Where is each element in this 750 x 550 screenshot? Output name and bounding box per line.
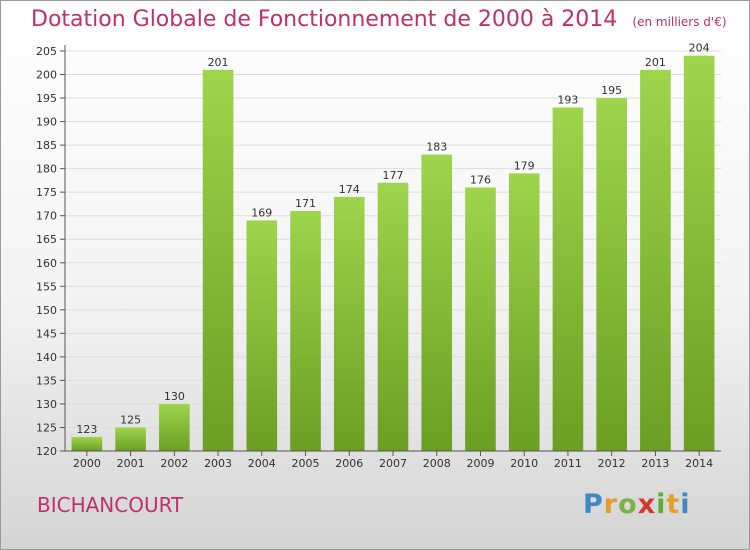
value-label: 123 xyxy=(76,423,97,436)
value-label: 174 xyxy=(339,183,360,196)
value-label: 195 xyxy=(601,84,622,97)
x-tick-label: 2007 xyxy=(379,457,407,470)
bar-2011 xyxy=(552,107,584,452)
bar-2009 xyxy=(465,187,496,451)
y-tick-label: 205 xyxy=(36,45,57,58)
y-tick-label: 190 xyxy=(36,116,57,129)
value-label: 171 xyxy=(295,197,316,210)
x-tick-label: 2013 xyxy=(641,457,669,470)
x-tick-label: 2000 xyxy=(73,457,101,470)
y-tick-label: 155 xyxy=(36,280,57,293)
value-label: 193 xyxy=(557,93,578,106)
bar-2006 xyxy=(333,196,365,451)
y-tick-label: 160 xyxy=(36,257,57,270)
x-tick-label: 2014 xyxy=(685,457,713,470)
y-tick-label: 125 xyxy=(36,421,57,434)
y-tick-label: 120 xyxy=(36,445,57,458)
axes: 120 125 130 135 140 145 150 155 160 165 170 175 180 1… xyxy=(36,45,721,470)
bar-2001 xyxy=(115,427,146,451)
bar-2008 xyxy=(421,154,453,451)
value-label: 183 xyxy=(426,141,447,154)
x-tick-label: 2011 xyxy=(554,457,582,470)
value-label: 179 xyxy=(514,159,535,172)
bar-2014 xyxy=(683,55,715,452)
bar-2007 xyxy=(377,182,409,451)
bar-2010 xyxy=(508,173,540,451)
y-tick-label: 145 xyxy=(36,327,57,340)
bar-2005 xyxy=(290,211,321,451)
x-tick-label: 2004 xyxy=(248,457,276,470)
bars: 123 125 130 201 169 171 174 177 183 176 179 193 195 2… xyxy=(71,42,715,452)
value-label: 176 xyxy=(470,173,491,186)
y-tick-label: 175 xyxy=(36,186,57,199)
town-name: BICHANCOURT xyxy=(37,493,184,517)
chart-title: Dotation Globale de Fonctionnement de 20… xyxy=(31,7,618,32)
x-tick-label: 2006 xyxy=(335,457,363,470)
x-tick-label: 2009 xyxy=(466,457,494,470)
bar-2000 xyxy=(71,436,103,451)
bar-2012 xyxy=(596,98,627,451)
x-tick-label: 2008 xyxy=(423,457,451,470)
x-tick-label: 2010 xyxy=(510,457,538,470)
x-tick-label: 2012 xyxy=(598,457,626,470)
value-label: 130 xyxy=(164,390,185,403)
bar-2013 xyxy=(640,69,671,451)
title-line: Dotation Globale de Fonctionnement de 20… xyxy=(31,7,727,32)
y-tick-label: 170 xyxy=(36,210,57,223)
value-label: 125 xyxy=(120,413,141,426)
value-label: 201 xyxy=(208,56,229,69)
y-tick-label: 195 xyxy=(36,92,57,105)
y-tick-label: 150 xyxy=(36,304,57,317)
y-tick-label: 200 xyxy=(36,69,57,82)
x-tick-label: 2005 xyxy=(292,457,320,470)
y-tick-label: 130 xyxy=(36,398,57,411)
x-tick-label: 2002 xyxy=(160,457,188,470)
value-label: 169 xyxy=(251,206,272,219)
value-label: 204 xyxy=(689,42,710,55)
proxiti-logo: Proxiti xyxy=(583,489,691,520)
bar-2002 xyxy=(159,403,190,451)
bar-2003 xyxy=(202,69,234,451)
value-label: 201 xyxy=(645,56,666,69)
y-tick-label: 165 xyxy=(36,233,57,246)
value-label: 177 xyxy=(383,169,404,182)
y-tick-label: 180 xyxy=(36,163,57,176)
y-tick-label: 140 xyxy=(36,351,57,364)
x-tick-label: 2003 xyxy=(204,457,232,470)
y-tick-label: 135 xyxy=(36,374,57,387)
y-tick-label: 185 xyxy=(36,139,57,152)
x-tick-label: 2001 xyxy=(117,457,145,470)
bar-2004 xyxy=(246,220,278,451)
chart-subtitle: (en milliers d'€) xyxy=(632,15,727,29)
